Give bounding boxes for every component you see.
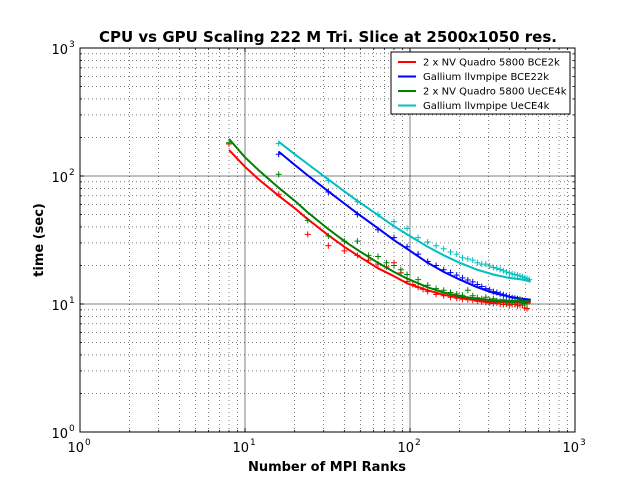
data-point-marker (497, 266, 504, 273)
data-point-marker (440, 245, 447, 252)
data-point-marker (325, 242, 332, 249)
series-layer (226, 138, 533, 312)
x-tick-label: 10 (562, 441, 579, 456)
data-point-marker (404, 225, 411, 232)
y-tick-label: 10 (51, 171, 68, 186)
major-grid (80, 48, 575, 432)
data-point-marker (469, 278, 476, 285)
data-point-marker (304, 231, 311, 238)
tick-marks (79, 47, 576, 433)
series-line (278, 141, 532, 283)
data-point-marker (503, 268, 510, 275)
data-point-marker (415, 234, 422, 241)
data-point-marker (341, 247, 348, 254)
data-point-marker (509, 270, 516, 277)
legend-label: Gallium llvmpipe BCE22k (423, 72, 549, 83)
x-tick-exponent: 3 (580, 438, 586, 448)
series-4 (275, 140, 533, 283)
x-tick-exponent: 2 (415, 438, 421, 448)
data-point-marker (490, 264, 497, 271)
y-tick-label: 10 (51, 43, 68, 58)
data-point-marker (474, 259, 481, 266)
data-point-marker (511, 271, 518, 278)
data-point-marker (482, 261, 489, 268)
data-point-marker (415, 276, 422, 283)
x-axis-label: Number of MPI Ranks (248, 460, 406, 475)
x-tick-exponent: 0 (85, 438, 91, 448)
series-line (228, 138, 531, 303)
data-point-marker (514, 272, 521, 279)
y-tick-label: 10 (51, 427, 68, 442)
x-tick-label: 10 (397, 441, 414, 456)
data-point-marker (397, 266, 404, 273)
series-line (228, 149, 531, 304)
data-point-marker (391, 218, 398, 225)
x-tick-labels: 10 0 10 1 10 2 10 3 (67, 438, 585, 456)
data-point-marker (391, 262, 398, 269)
data-point-marker (275, 171, 282, 178)
y-tick-exponent: 0 (69, 424, 75, 434)
legend-box (390, 51, 571, 115)
legend-label: 2 x NV Quadro 5800 BCE2k (423, 58, 560, 69)
data-point-marker (447, 248, 454, 255)
data-point-marker (424, 239, 431, 246)
data-point-marker (464, 276, 471, 283)
data-point-marker (375, 253, 382, 260)
data-point-marker (383, 259, 390, 266)
data-point-marker (469, 257, 476, 264)
x-tick-label: 10 (232, 441, 249, 456)
y-tick-label: 10 (51, 299, 68, 314)
plot-frame (79, 47, 576, 433)
legend-label: Gallium llvmpipe UeCE4k (423, 101, 550, 112)
minor-grid (80, 48, 575, 432)
x-tick-exponent: 1 (250, 438, 256, 448)
series-3 (226, 138, 531, 307)
chart-title: CPU vs GPU Scaling 222 M Tri. Slice at 2… (99, 28, 557, 46)
y-tick-exponent: 1 (69, 296, 75, 306)
data-point-marker (433, 242, 440, 249)
data-point-marker (404, 271, 411, 278)
y-tick-exponent: 2 (69, 168, 75, 178)
data-point-marker (453, 251, 460, 258)
data-point-marker (464, 287, 471, 294)
y-tick-exponent: 3 (69, 40, 75, 50)
data-point-marker (459, 254, 466, 261)
y-axis-label: time (sec) (32, 203, 47, 277)
plot-area (79, 47, 576, 433)
legend-label: 2 x NV Quadro 5800 UeCE4k (423, 87, 567, 98)
data-point-marker (486, 263, 493, 270)
legend: 2 x NV Quadro 5800 BCE2k Gallium llvmpipe… (390, 51, 571, 115)
x-tick-label: 10 (67, 441, 84, 456)
data-point-marker (506, 269, 513, 276)
data-point-marker (304, 217, 311, 224)
data-point-marker (325, 232, 332, 239)
data-point-marker (464, 255, 471, 262)
data-point-marker (493, 265, 500, 272)
series-line (278, 150, 531, 301)
data-point-marker (354, 238, 361, 245)
data-point-marker (500, 267, 507, 274)
